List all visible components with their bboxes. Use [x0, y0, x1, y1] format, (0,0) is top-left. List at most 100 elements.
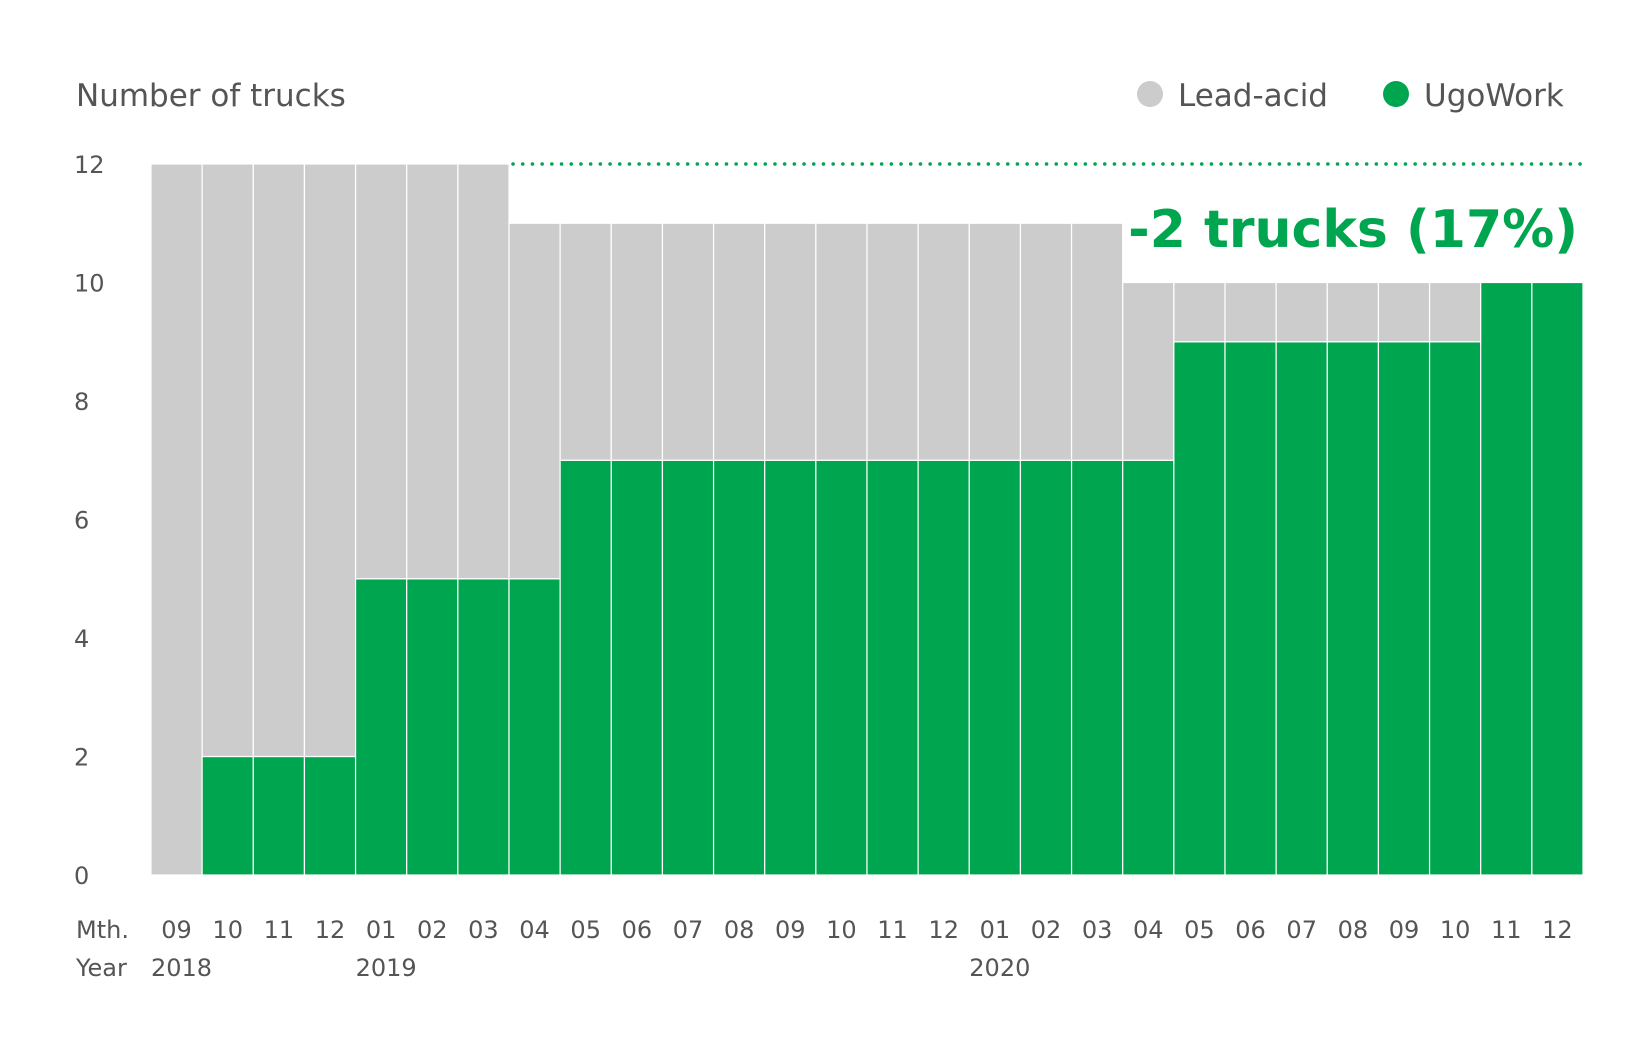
bar-ugowork-12	[712, 459, 766, 876]
x-tick-month-label: 05	[570, 916, 601, 944]
bar-lead-acid-7	[457, 163, 510, 580]
x-tick-month-label: 09	[161, 916, 192, 944]
bar-lead-acid-19	[1070, 222, 1124, 461]
y-tick-label: 12	[74, 151, 105, 179]
y-tick-label: 8	[74, 388, 89, 416]
legend-swatch-ugowork	[1383, 81, 1409, 107]
y-tick-label: 0	[74, 862, 89, 890]
x-tick-month-label: 08	[1338, 916, 1369, 944]
y-tick-label: 10	[74, 270, 105, 298]
bar-lead-acid-1	[150, 163, 203, 876]
x-tick-month-label: 07	[673, 916, 704, 944]
x-tick-month-label: 01	[980, 916, 1011, 944]
bar-lead-acid-22	[1224, 281, 1277, 343]
bar-ugowork-17	[968, 459, 1022, 876]
bar-lead-acid-9	[559, 222, 612, 461]
x-tick-month-label: 06	[1235, 916, 1266, 944]
y-tick-label: 6	[74, 507, 89, 535]
legend-swatch-lead-acid	[1137, 81, 1163, 107]
bar-ugowork-6	[406, 578, 459, 876]
bar-ugowork-19	[1070, 459, 1124, 876]
bar-lead-acid-25	[1377, 281, 1431, 343]
bar-lead-acid-12	[712, 222, 766, 461]
bar-ugowork-14	[815, 459, 868, 876]
y-axis-label: Number of trucks	[76, 78, 346, 114]
bar-lead-acid-14	[815, 222, 868, 461]
x-tick-year-label: 2020	[969, 954, 1030, 982]
bar-ugowork-15	[866, 459, 919, 876]
bar-ugowork-26	[1428, 341, 1482, 876]
bar-ugowork-22	[1224, 341, 1277, 876]
x-tick-month-label: 12	[315, 916, 346, 944]
bar-ugowork-20	[1122, 459, 1175, 876]
x-tick-year-label: 2019	[356, 954, 417, 982]
bar-ugowork-27	[1480, 281, 1533, 876]
x-tick-month-label: 02	[417, 916, 448, 944]
x-tick-month-label: 03	[468, 916, 499, 944]
bar-ugowork-4	[303, 755, 357, 876]
x-tick-month-label: 04	[519, 916, 550, 944]
bar-ugowork-9	[559, 459, 612, 876]
bar-ugowork-13	[764, 459, 817, 876]
y-axis-ticks: 0 2 4 6 8 10 12	[74, 151, 105, 890]
x-tick-month-label: 08	[724, 916, 755, 944]
bar-ugowork-10	[610, 459, 664, 876]
bar-ugowork-3	[252, 755, 306, 876]
x-tick-year-label: 2018	[151, 954, 212, 982]
bar-ugowork-18	[1019, 459, 1073, 876]
bar-lead-acid-13	[764, 222, 817, 461]
x-tick-month-label: 07	[1286, 916, 1317, 944]
x-tick-month-label: 10	[826, 916, 857, 944]
x-tick-month-label: 01	[366, 916, 397, 944]
bar-lead-acid-16	[917, 222, 970, 461]
x-tick-month-label: 11	[264, 916, 295, 944]
x-tick-month-label: 03	[1082, 916, 1113, 944]
bar-lead-acid-18	[1019, 222, 1073, 461]
bar-ugowork-21	[1173, 341, 1226, 876]
x-tick-month-label: 09	[1389, 916, 1420, 944]
bar-lead-acid-23	[1275, 281, 1328, 343]
x-tick-month-label: 11	[1491, 916, 1522, 944]
y-tick-label: 4	[74, 625, 89, 653]
bar-ugowork-23	[1275, 341, 1328, 876]
bar-lead-acid-15	[866, 222, 919, 461]
x-tick-month-label: 05	[1184, 916, 1215, 944]
x-tick-month-label: 10	[212, 916, 243, 944]
bar-ugowork-28	[1531, 281, 1584, 876]
bar-lead-acid-21	[1173, 281, 1226, 343]
legend: Lead-acid UgoWork	[1137, 78, 1564, 114]
bars	[150, 163, 1584, 876]
bar-lead-acid-24	[1326, 281, 1380, 343]
bar-lead-acid-6	[406, 163, 459, 580]
year-row-label: Year	[75, 954, 127, 982]
bar-lead-acid-17	[968, 222, 1022, 461]
x-tick-month-label: 12	[928, 916, 959, 944]
month-row-label: Mth.	[76, 916, 129, 944]
bar-lead-acid-2	[201, 163, 254, 758]
x-tick-month-label: 09	[775, 916, 806, 944]
x-tick-month-label: 12	[1542, 916, 1573, 944]
legend-label-lead-acid: Lead-acid	[1178, 78, 1328, 114]
x-tick-month-label: 04	[1133, 916, 1164, 944]
x-tick-month-label: 06	[622, 916, 653, 944]
bar-ugowork-16	[917, 459, 970, 876]
bar-lead-acid-11	[661, 222, 715, 461]
bar-lead-acid-3	[252, 163, 306, 758]
x-tick-month-label: 10	[1440, 916, 1471, 944]
x-tick-month-label: 11	[877, 916, 908, 944]
legend-label-ugowork: UgoWork	[1424, 78, 1564, 114]
bar-ugowork-8	[508, 578, 561, 876]
bar-lead-acid-20	[1122, 281, 1175, 461]
bar-lead-acid-10	[610, 222, 664, 461]
bar-ugowork-24	[1326, 341, 1380, 876]
bar-ugowork-25	[1377, 341, 1431, 876]
savings-annotation: -2 trucks (17%)	[1128, 200, 1578, 260]
bar-lead-acid-8	[508, 222, 561, 580]
bar-lead-acid-5	[354, 163, 408, 580]
bar-ugowork-11	[661, 459, 715, 876]
y-tick-label: 2	[74, 744, 89, 772]
bar-ugowork-5	[354, 578, 408, 876]
